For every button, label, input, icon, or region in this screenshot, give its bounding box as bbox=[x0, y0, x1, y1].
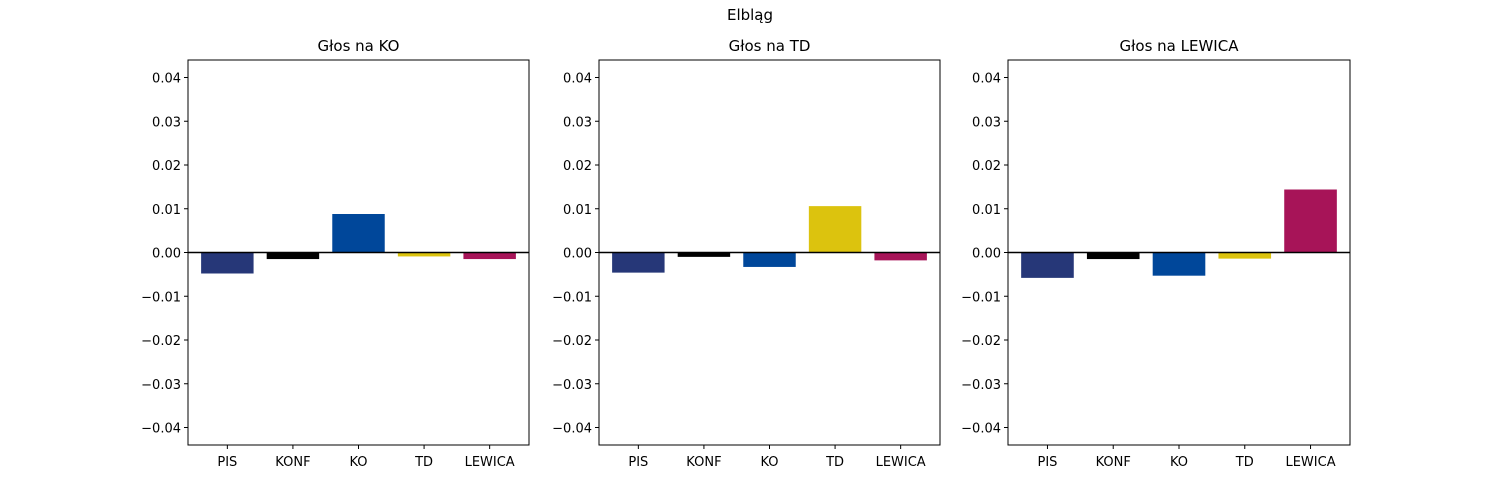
y-tick-label: 0.00 bbox=[152, 247, 181, 262]
x-tick-label: TD bbox=[1235, 455, 1254, 470]
y-tick-label: −0.03 bbox=[141, 378, 181, 393]
x-tick-label: KONF bbox=[1096, 455, 1131, 470]
x-tick-label: KONF bbox=[275, 455, 310, 470]
figure-suptitle: Elbląg bbox=[726, 6, 774, 24]
y-tick-label: 0.02 bbox=[152, 159, 181, 174]
x-tick-label: KO bbox=[349, 455, 367, 470]
bar-td bbox=[397, 252, 451, 257]
y-tick-label: 0.03 bbox=[972, 115, 1001, 130]
y-tick-label: −0.04 bbox=[552, 422, 592, 437]
bar-lewica bbox=[1284, 189, 1337, 253]
bar-pis bbox=[1021, 252, 1074, 278]
y-tick-label: −0.04 bbox=[961, 422, 1001, 437]
y-tick-label: 0.03 bbox=[563, 115, 592, 130]
bar-lewica bbox=[463, 252, 516, 260]
x-tick-label: TD bbox=[414, 455, 433, 470]
x-tick-label: KO bbox=[760, 455, 778, 470]
y-tick-label: 0.02 bbox=[972, 159, 1001, 174]
subplot-2: Głos na TD −0.04 −0.03 −0.02 −0.01 0.00 0.01 0.… bbox=[552, 37, 941, 470]
y-tick-label: 0.01 bbox=[972, 203, 1001, 218]
x-tick-label: LEWICA bbox=[876, 455, 926, 470]
y-tick-label: −0.01 bbox=[141, 290, 181, 305]
y-tick-label: 0.02 bbox=[563, 159, 592, 174]
y-tick-label: −0.01 bbox=[552, 290, 592, 305]
x-tick-label: LEWICA bbox=[465, 455, 515, 470]
y-tick-label: −0.04 bbox=[141, 422, 181, 437]
y-tick-label: −0.02 bbox=[961, 334, 1001, 349]
y-tick-label: 0.01 bbox=[563, 203, 592, 218]
x-tick-label: LEWICA bbox=[1285, 455, 1335, 470]
x-tick-label: PIS bbox=[1037, 455, 1057, 470]
y-tick-label: −0.02 bbox=[141, 334, 181, 349]
y-tick-label: 0.04 bbox=[152, 72, 181, 87]
bar-pis bbox=[612, 252, 665, 273]
y-tick-label: 0.04 bbox=[972, 72, 1001, 87]
subplot-1: Głos na KO −0.04 −0.03 −0.02 −0.01 0.00 0.01 0.… bbox=[141, 37, 530, 470]
y-tick-label: −0.03 bbox=[552, 378, 592, 393]
y-tick-label: 0.00 bbox=[563, 247, 592, 262]
subplot-3: Głos na LEWICA −0.04 −0.03 −0.02 −0.01 0.00 0.… bbox=[961, 37, 1351, 470]
subplot-title: Głos na LEWICA bbox=[1120, 37, 1240, 55]
x-tick-label: PIS bbox=[628, 455, 648, 470]
bar-ko bbox=[1152, 252, 1206, 276]
bar-konf bbox=[677, 252, 731, 257]
x-tick-label: KONF bbox=[686, 455, 721, 470]
y-tick-label: −0.02 bbox=[552, 334, 592, 349]
bar-konf bbox=[1086, 252, 1140, 260]
bar-konf bbox=[266, 252, 320, 260]
subplot-title: Głos na TD bbox=[729, 37, 811, 55]
y-tick-label: −0.01 bbox=[961, 290, 1001, 305]
x-tick-label: KO bbox=[1170, 455, 1188, 470]
bar-td bbox=[808, 206, 862, 253]
bar-lewica bbox=[874, 252, 927, 261]
x-tick-label: TD bbox=[825, 455, 844, 470]
y-tick-label: 0.04 bbox=[563, 72, 592, 87]
bar-ko bbox=[332, 214, 385, 253]
y-tick-label: 0.03 bbox=[152, 115, 181, 130]
bar-ko bbox=[743, 252, 796, 267]
subplot-title: Głos na KO bbox=[318, 37, 400, 55]
y-tick-label: 0.00 bbox=[972, 247, 1001, 262]
bar-pis bbox=[201, 252, 254, 274]
y-tick-label: −0.03 bbox=[961, 378, 1001, 393]
bar-td bbox=[1218, 252, 1272, 259]
x-tick-label: PIS bbox=[217, 455, 237, 470]
y-tick-label: 0.01 bbox=[152, 203, 181, 218]
